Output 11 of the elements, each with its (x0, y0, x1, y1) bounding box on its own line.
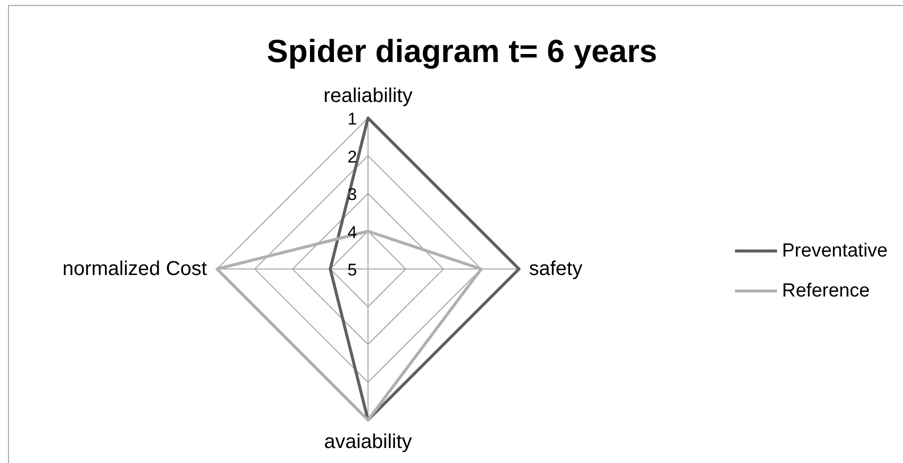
legend-label: Reference (782, 280, 870, 302)
spoke-label: realiability (324, 85, 412, 107)
chart-title: Spider diagram t= 6 years (266, 33, 658, 69)
y-tick-label: 1 (348, 110, 357, 128)
spoke-label: avaiability (324, 431, 412, 453)
spoke-label: normalized Cost (62, 258, 208, 280)
y-tick-label: 5 (348, 260, 357, 280)
legend-label: Preventative (782, 240, 888, 262)
spoke-label: safety (529, 258, 582, 280)
y-tick-label: 2 (348, 147, 357, 166)
y-tick-label: 4 (348, 222, 357, 242)
